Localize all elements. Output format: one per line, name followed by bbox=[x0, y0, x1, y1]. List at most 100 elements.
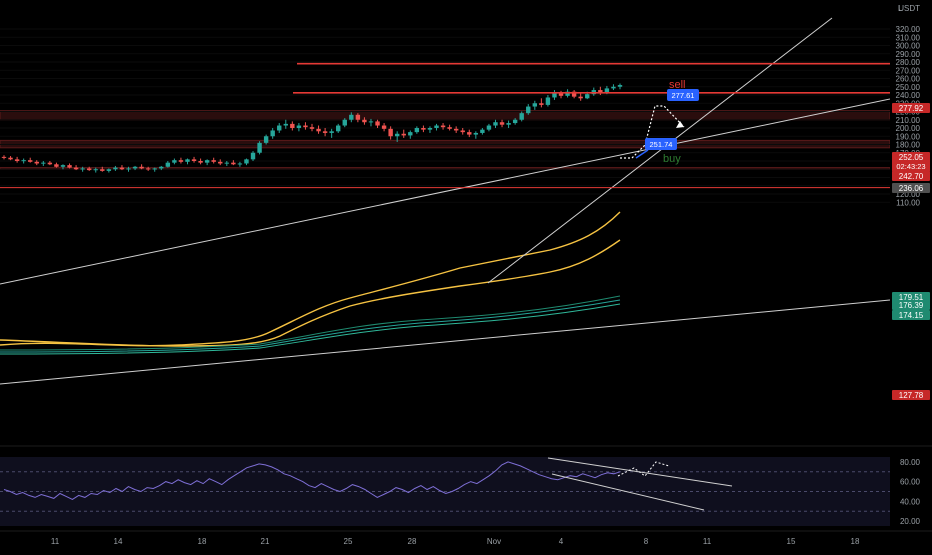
time-label: 28 bbox=[408, 537, 417, 546]
candle-body bbox=[526, 106, 531, 114]
price-badge bbox=[892, 152, 930, 172]
candle-body bbox=[611, 86, 616, 89]
channel-lower-line bbox=[0, 299, 891, 385]
price-tick-label: 200.00 bbox=[896, 124, 921, 133]
projection-arrowhead bbox=[676, 121, 684, 128]
channel-upper-line bbox=[0, 98, 891, 285]
candle-body bbox=[512, 119, 518, 124]
time-label: 4 bbox=[559, 537, 564, 546]
price-tick-label: 280.00 bbox=[896, 58, 921, 67]
price-axis[interactable]: USDT L 320.00310.00300.00290.00280.00270… bbox=[890, 0, 932, 445]
candle-body bbox=[14, 159, 20, 161]
price-tick-label: 320.00 bbox=[896, 25, 921, 34]
moving-averages bbox=[0, 211, 621, 355]
price-badge-value: 236.06 bbox=[899, 184, 924, 193]
candle-body bbox=[460, 130, 465, 133]
candle-body bbox=[545, 97, 551, 105]
candle-body bbox=[1, 156, 7, 158]
candle-body bbox=[290, 123, 295, 128]
candle-body bbox=[571, 91, 577, 97]
target-buy-price: 251.74 bbox=[650, 140, 673, 149]
candle-body bbox=[362, 119, 367, 123]
candle-body bbox=[159, 166, 164, 169]
candle-body bbox=[80, 168, 85, 170]
candle-body bbox=[218, 161, 223, 164]
time-axis[interactable]: 11 14 18 21 25 28 Nov 4 8 11 15 18 bbox=[0, 530, 932, 546]
candle-body bbox=[565, 91, 570, 96]
candle-body bbox=[165, 162, 171, 167]
price-badge bbox=[892, 390, 930, 400]
time-labels: 11 14 18 21 25 28 Nov 4 8 11 15 18 bbox=[51, 537, 860, 546]
ema-green-2 bbox=[0, 299, 621, 353]
candle-body bbox=[224, 162, 230, 164]
price-badge-value: 252.05 bbox=[899, 153, 924, 162]
time-label: Nov bbox=[487, 537, 501, 546]
candle-body bbox=[539, 103, 544, 105]
trendlines bbox=[0, 17, 891, 385]
price-badge bbox=[892, 292, 930, 302]
time-label: 25 bbox=[344, 537, 353, 546]
horizontal-levels bbox=[0, 62, 890, 189]
candle-body bbox=[8, 157, 13, 160]
support-resistance-zone bbox=[0, 110, 891, 121]
price-tick-label: 300.00 bbox=[896, 42, 921, 51]
candle-body bbox=[28, 160, 33, 162]
annotations: sell buy 277.61 251.74 bbox=[645, 79, 699, 165]
candle-body bbox=[552, 93, 557, 98]
sell-label: sell bbox=[669, 79, 686, 91]
candle-body bbox=[388, 128, 393, 137]
price-badge bbox=[892, 300, 930, 310]
time-label: 11 bbox=[51, 537, 60, 546]
candle-body bbox=[434, 125, 439, 128]
candle-body bbox=[375, 121, 380, 126]
candle-body bbox=[54, 164, 59, 167]
candle-body bbox=[296, 125, 302, 128]
rsi-bands bbox=[0, 471, 890, 512]
rising-support-line bbox=[487, 17, 833, 284]
projection-dotted-path bbox=[620, 105, 685, 159]
candle-body bbox=[185, 159, 190, 162]
price-badge-value: 179.51 bbox=[899, 293, 924, 302]
candle-body bbox=[145, 168, 151, 170]
price-tick-label: 290.00 bbox=[896, 50, 921, 59]
candle-body bbox=[231, 162, 236, 165]
candle-body bbox=[467, 132, 472, 135]
rsi-pane[interactable]: 80.00 60.00 40.00 20.00 bbox=[0, 445, 932, 526]
candle-body bbox=[119, 167, 125, 170]
price-badge bbox=[892, 171, 930, 181]
candle-body bbox=[204, 160, 210, 163]
candle-body bbox=[47, 162, 53, 165]
rsi-line bbox=[3, 461, 621, 500]
buy-label: buy bbox=[663, 153, 681, 165]
time-label: 14 bbox=[114, 537, 123, 546]
price-tick-label: 180.00 bbox=[896, 141, 921, 150]
rsi-tick-label: 20.00 bbox=[900, 517, 921, 526]
price-badge bbox=[892, 183, 930, 193]
candle-body bbox=[67, 165, 72, 168]
candle-body bbox=[480, 129, 485, 133]
candle-body bbox=[270, 130, 275, 137]
time-label: 18 bbox=[851, 537, 860, 546]
price-badge-value: 127.78 bbox=[899, 391, 924, 400]
candle-body bbox=[329, 131, 334, 133]
candle-body bbox=[342, 119, 347, 126]
candle-body bbox=[427, 128, 433, 130]
candle-body bbox=[336, 125, 341, 132]
candle-body bbox=[73, 167, 79, 170]
rsi-tick-labels: 80.00 60.00 40.00 20.00 bbox=[900, 458, 921, 526]
buy-arrow-line bbox=[635, 149, 649, 159]
candle-body bbox=[604, 88, 610, 93]
candle-body bbox=[598, 90, 603, 93]
candle-body bbox=[198, 161, 203, 163]
candle-body bbox=[519, 113, 524, 120]
price-badge-value: 176.39 bbox=[899, 301, 924, 310]
candle-body bbox=[211, 160, 216, 162]
candle-body bbox=[355, 114, 361, 120]
candle-body bbox=[381, 125, 387, 129]
candle-body bbox=[257, 142, 262, 153]
ema-green-1 bbox=[0, 295, 621, 351]
candle-body bbox=[486, 125, 492, 130]
candle-body bbox=[139, 166, 144, 169]
candle-body bbox=[277, 125, 282, 131]
